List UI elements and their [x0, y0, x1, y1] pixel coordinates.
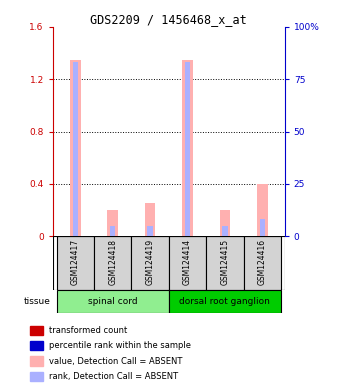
- Text: transformed count: transformed count: [49, 326, 128, 335]
- Bar: [107, 210, 118, 236]
- Bar: [73, 63, 78, 236]
- Bar: [30, 326, 43, 335]
- Bar: [30, 341, 43, 351]
- Bar: [57, 236, 94, 290]
- Bar: [169, 290, 281, 313]
- Text: dorsal root ganglion: dorsal root ganglion: [179, 297, 270, 306]
- Text: GSM124419: GSM124419: [146, 239, 154, 285]
- Bar: [70, 60, 80, 236]
- Bar: [145, 204, 155, 236]
- Bar: [220, 210, 230, 236]
- Bar: [260, 219, 265, 236]
- Bar: [206, 236, 243, 290]
- Bar: [185, 63, 190, 236]
- Text: GSM124416: GSM124416: [258, 239, 267, 285]
- Bar: [110, 226, 115, 236]
- Bar: [222, 226, 227, 236]
- Text: GSM124418: GSM124418: [108, 239, 117, 285]
- Bar: [257, 184, 268, 236]
- Text: percentile rank within the sample: percentile rank within the sample: [49, 341, 191, 350]
- Bar: [243, 236, 281, 290]
- Title: GDS2209 / 1456468_x_at: GDS2209 / 1456468_x_at: [90, 13, 247, 26]
- Bar: [94, 236, 131, 290]
- Bar: [57, 290, 169, 313]
- Text: tissue: tissue: [24, 297, 51, 306]
- Bar: [30, 372, 43, 381]
- Bar: [182, 60, 193, 236]
- Text: GSM124414: GSM124414: [183, 239, 192, 285]
- Bar: [131, 236, 169, 290]
- Text: GSM124415: GSM124415: [220, 239, 229, 285]
- Text: GSM124417: GSM124417: [71, 239, 80, 285]
- Bar: [30, 356, 43, 366]
- Text: value, Detection Call = ABSENT: value, Detection Call = ABSENT: [49, 357, 183, 366]
- Bar: [169, 236, 206, 290]
- Bar: [147, 226, 153, 236]
- Text: spinal cord: spinal cord: [88, 297, 137, 306]
- Text: rank, Detection Call = ABSENT: rank, Detection Call = ABSENT: [49, 372, 179, 381]
